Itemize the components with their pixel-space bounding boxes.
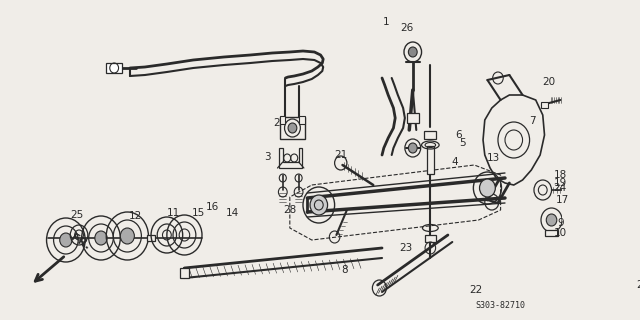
Text: 23: 23 bbox=[399, 243, 412, 253]
Text: 1: 1 bbox=[383, 17, 390, 27]
FancyBboxPatch shape bbox=[424, 131, 436, 139]
Text: 16: 16 bbox=[206, 202, 219, 212]
Circle shape bbox=[479, 179, 495, 197]
Circle shape bbox=[60, 233, 72, 247]
FancyBboxPatch shape bbox=[427, 146, 434, 174]
Text: 14: 14 bbox=[226, 208, 239, 218]
Text: 18: 18 bbox=[554, 170, 567, 180]
Text: 27: 27 bbox=[636, 280, 640, 290]
Text: 20: 20 bbox=[542, 77, 556, 87]
Text: 11: 11 bbox=[166, 208, 180, 218]
Text: 7: 7 bbox=[529, 116, 536, 126]
Circle shape bbox=[120, 228, 134, 244]
Text: 15: 15 bbox=[192, 208, 205, 218]
Text: 28: 28 bbox=[283, 205, 296, 215]
FancyBboxPatch shape bbox=[545, 230, 557, 236]
Text: 4: 4 bbox=[452, 157, 458, 167]
Text: 12: 12 bbox=[129, 211, 142, 221]
Text: 5: 5 bbox=[460, 138, 466, 148]
Circle shape bbox=[95, 231, 107, 245]
Text: 3: 3 bbox=[264, 152, 271, 162]
Text: 2: 2 bbox=[273, 118, 280, 128]
Text: 26: 26 bbox=[400, 23, 413, 33]
Text: S303-82710: S303-82710 bbox=[476, 300, 525, 309]
Circle shape bbox=[310, 195, 328, 215]
FancyBboxPatch shape bbox=[180, 268, 189, 278]
Text: 8: 8 bbox=[341, 265, 348, 275]
Circle shape bbox=[547, 214, 557, 226]
FancyBboxPatch shape bbox=[541, 102, 548, 108]
Text: 6: 6 bbox=[455, 130, 461, 140]
Text: 22: 22 bbox=[469, 285, 483, 295]
Text: 13: 13 bbox=[487, 153, 500, 163]
Text: 17: 17 bbox=[556, 195, 569, 205]
FancyBboxPatch shape bbox=[106, 63, 122, 73]
FancyBboxPatch shape bbox=[280, 117, 305, 139]
Text: 25: 25 bbox=[70, 210, 84, 220]
Circle shape bbox=[408, 47, 417, 57]
Text: 21: 21 bbox=[334, 150, 348, 160]
FancyBboxPatch shape bbox=[406, 113, 419, 123]
Circle shape bbox=[288, 123, 297, 133]
Text: FR.: FR. bbox=[68, 233, 91, 252]
FancyBboxPatch shape bbox=[280, 116, 285, 124]
FancyBboxPatch shape bbox=[300, 116, 305, 124]
FancyBboxPatch shape bbox=[424, 235, 436, 242]
Text: 24: 24 bbox=[554, 183, 567, 193]
Circle shape bbox=[408, 143, 417, 153]
FancyBboxPatch shape bbox=[147, 235, 156, 241]
Text: 9: 9 bbox=[557, 218, 564, 228]
Text: 19: 19 bbox=[554, 178, 567, 188]
Text: 10: 10 bbox=[554, 228, 567, 238]
